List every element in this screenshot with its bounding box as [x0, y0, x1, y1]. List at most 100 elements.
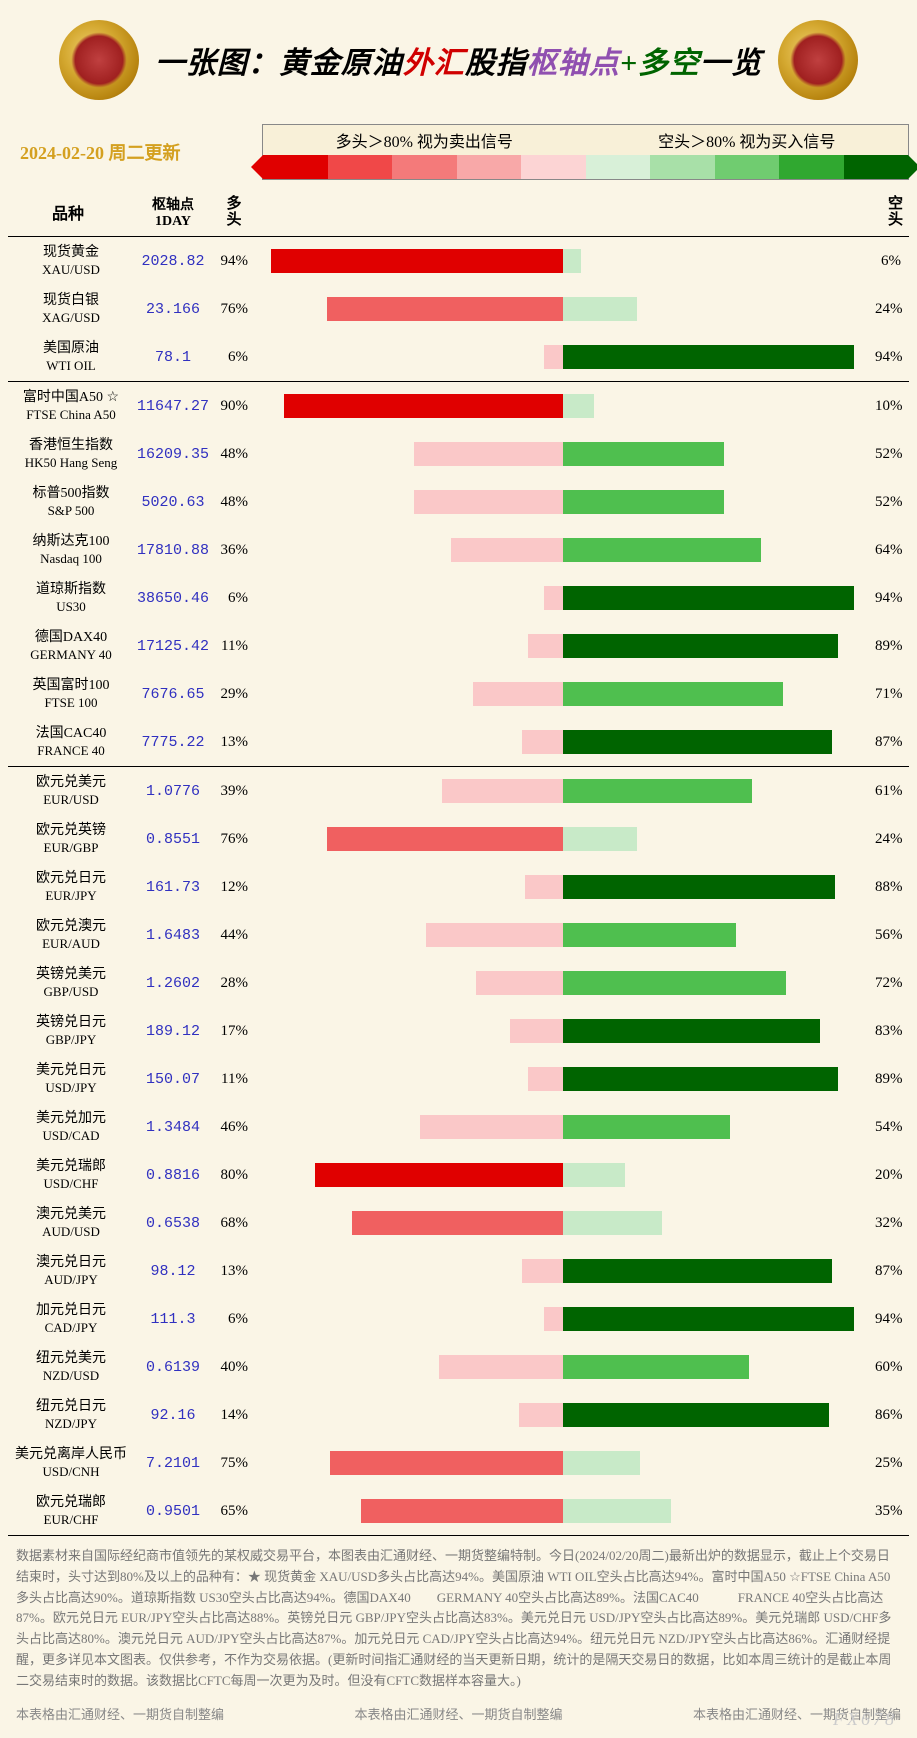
short-bar	[563, 1163, 625, 1187]
short-percent: 94%	[875, 349, 909, 366]
sentiment-bar	[254, 343, 871, 371]
pivot-value: 7676.65	[128, 686, 218, 703]
long-percent: 6%	[218, 590, 250, 607]
pivot-value: 111.3	[128, 1311, 218, 1328]
instrument-name: 道琼斯指数US30	[8, 581, 128, 615]
instrument-name: 欧元兑日元EUR/JPY	[8, 870, 128, 904]
pivot-value: 17125.42	[128, 638, 218, 655]
instrument-name: 加元兑日元CAD/JPY	[8, 1302, 128, 1336]
long-bar	[315, 1163, 563, 1187]
long-percent: 14%	[218, 1407, 250, 1424]
chart-container: 一张图：黄金原油外汇股指枢轴点+多空一览 2024-02-20 周二更新 多头＞…	[0, 0, 917, 1738]
pivot-value: 5020.63	[128, 494, 218, 511]
data-row: 美元兑加元USD/CAD1.348446%54%	[8, 1103, 909, 1151]
legend-buy-label: 空头＞80% 视为买入信号	[586, 125, 909, 155]
pivot-value: 1.6483	[128, 927, 218, 944]
short-percent: 71%	[875, 686, 909, 703]
pivot-value: 0.6538	[128, 1215, 218, 1232]
long-bar	[426, 923, 562, 947]
long-bar	[284, 394, 563, 418]
sentiment-bar	[254, 440, 871, 468]
pivot-value: 92.16	[128, 1407, 218, 1424]
short-percent: 64%	[875, 542, 909, 559]
long-bar	[361, 1499, 563, 1523]
long-bar	[442, 779, 563, 803]
short-percent: 60%	[875, 1359, 909, 1376]
data-row: 现货白银XAG/USD23.16676%24%	[8, 285, 909, 333]
short-percent: 52%	[875, 494, 909, 511]
pivot-value: 0.6139	[128, 1359, 218, 1376]
long-percent: 6%	[218, 349, 250, 366]
short-percent: 89%	[875, 1071, 909, 1088]
header-short: 空头	[877, 196, 909, 229]
sentiment-bar	[254, 1449, 871, 1477]
instrument-name: 标普500指数S&P 500	[8, 485, 128, 519]
short-bar	[563, 730, 833, 754]
short-bar	[563, 923, 737, 947]
long-percent: 39%	[218, 783, 250, 800]
sentiment-bar	[254, 584, 871, 612]
long-percent: 65%	[218, 1503, 250, 1520]
legend-box: 多头＞80% 视为卖出信号 空头＞80% 视为买入信号	[262, 124, 909, 180]
long-percent: 90%	[218, 398, 250, 415]
data-row: 标普500指数S&P 5005020.6348% 52%	[8, 478, 909, 526]
long-bar	[476, 971, 563, 995]
short-percent: 10%	[875, 398, 909, 415]
long-bar	[420, 1115, 563, 1139]
instrument-name: 欧元兑澳元EUR/AUD	[8, 918, 128, 952]
pivot-value: 23.166	[128, 301, 218, 318]
sentiment-bar	[254, 921, 871, 949]
data-row: 美国原油WTI OIL78.16%94%	[8, 333, 909, 381]
short-bar	[563, 1259, 833, 1283]
instrument-name: 英镑兑日元GBP/JPY	[8, 1014, 128, 1048]
long-percent: 48%	[218, 494, 250, 511]
long-bar	[544, 345, 563, 369]
long-percent: 13%	[218, 1263, 250, 1280]
short-percent: 88%	[875, 879, 909, 896]
column-headers: 品种 枢轴点1DAY 多头 空头	[8, 186, 909, 236]
long-percent: 80%	[218, 1167, 250, 1184]
short-percent: 32%	[875, 1215, 909, 1232]
short-percent: 56%	[875, 927, 909, 944]
pivot-value: 78.1	[128, 349, 218, 366]
short-bar	[563, 297, 637, 321]
logo-left	[59, 20, 139, 100]
legend-sell-label: 多头＞80% 视为卖出信号	[263, 125, 586, 155]
long-bar	[327, 297, 563, 321]
sentiment-bar	[254, 1353, 871, 1381]
instrument-name: 富时中国A50 ☆FTSE China A50	[8, 389, 128, 423]
page-title: 一张图：黄金原油外汇股指枢轴点+多空一览	[155, 38, 762, 82]
long-percent: 29%	[218, 686, 250, 703]
short-percent: 83%	[875, 1023, 909, 1040]
short-bar	[563, 442, 724, 466]
sentiment-bar	[254, 1113, 871, 1141]
long-bar	[439, 1355, 563, 1379]
sentiment-bar	[254, 247, 871, 275]
header-name: 品种	[8, 200, 128, 224]
instrument-name: 法国CAC40FRANCE 40	[8, 725, 128, 759]
instrument-name: 欧元兑英镑EUR/GBP	[8, 822, 128, 856]
long-bar	[528, 1067, 562, 1091]
data-row: 法国CAC40FRANCE 407775.2213%87%	[8, 718, 909, 766]
short-bar	[563, 779, 752, 803]
sentiment-bar	[254, 873, 871, 901]
long-percent: 76%	[218, 301, 250, 318]
data-row: 欧元兑瑞郎EUR/CHF0.950165%35%	[8, 1487, 909, 1535]
instrument-name: 美元兑离岸人民币USD/CNH	[8, 1446, 128, 1480]
instrument-name: 美元兑瑞郎USD/CHF	[8, 1158, 128, 1192]
long-percent: 40%	[218, 1359, 250, 1376]
short-percent: 24%	[875, 831, 909, 848]
pivot-value: 189.12	[128, 1023, 218, 1040]
sentiment-bar	[254, 1257, 871, 1285]
short-percent: 94%	[875, 590, 909, 607]
short-percent: 86%	[875, 1407, 909, 1424]
short-percent: 54%	[875, 1119, 909, 1136]
instrument-name: 纽元兑美元NZD/USD	[8, 1350, 128, 1384]
long-bar	[271, 249, 562, 273]
short-bar	[563, 490, 724, 514]
short-percent: 6%	[875, 253, 909, 270]
data-sections: 现货黄金XAU/USD2028.8294%6%现货白银XAG/USD23.166…	[8, 236, 909, 1535]
pivot-value: 1.0776	[128, 783, 218, 800]
sentiment-bar	[254, 392, 871, 420]
sentiment-bar	[254, 295, 871, 323]
